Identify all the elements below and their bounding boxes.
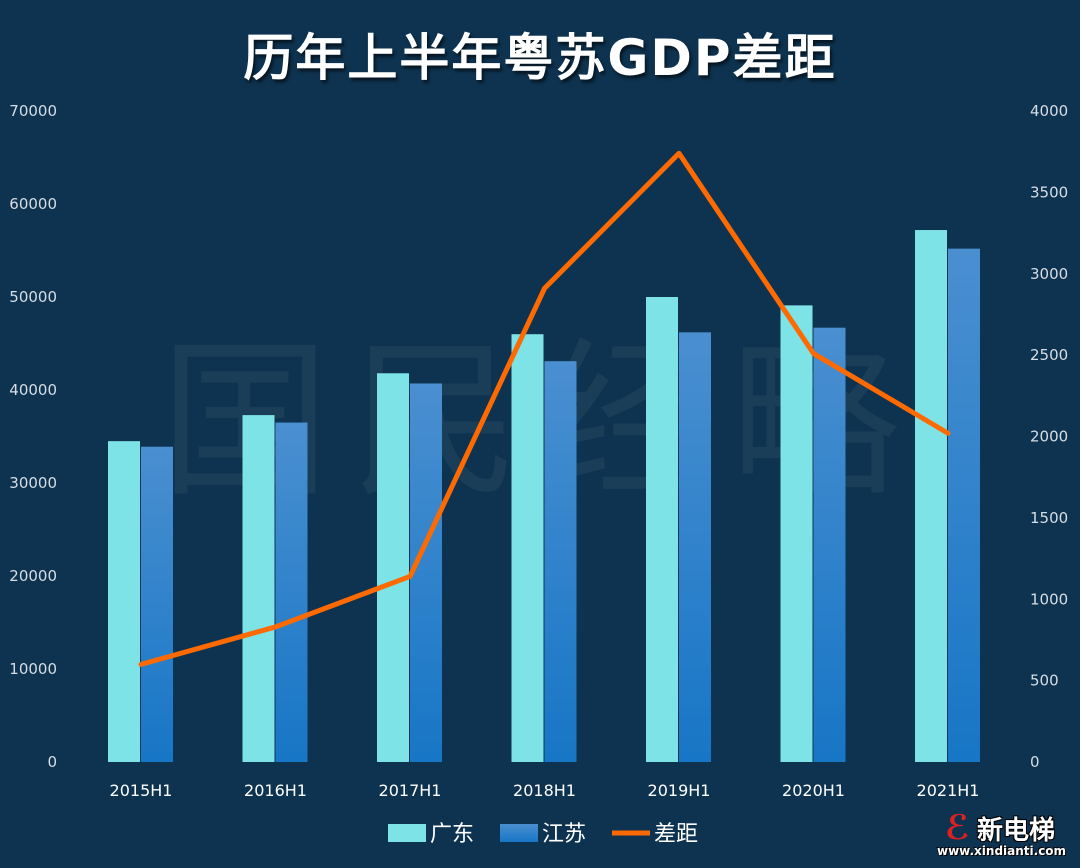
x-tick-label: 2020H1 [782,781,845,800]
x-tick-label: 2018H1 [513,781,576,800]
logo-mark-icon: ℰ [945,808,970,848]
bar-江苏 [813,327,846,762]
y-right-tick-label: 1000 [1030,590,1068,608]
x-tick-label: 2019H1 [648,781,711,800]
bar-江苏 [410,383,442,762]
bar-广东 [511,334,544,762]
bar-广东 [108,441,140,762]
y-right-tick-label: 0 [1030,753,1040,771]
bar-广东 [242,415,275,762]
y-right-tick-label: 500 [1030,672,1059,690]
y-right-tick-label: 2500 [1030,346,1068,364]
bar-广东 [377,373,409,762]
y-right-tick-label: 3000 [1030,265,1068,283]
bar-江苏 [544,361,577,762]
y-right-tick-label: 4000 [1030,102,1068,120]
x-tick-label: 2021H1 [917,781,980,800]
y-left-tick-label: 30000 [9,474,57,492]
y-left-tick-label: 40000 [9,381,57,399]
y-left-tick-label: 50000 [9,288,57,306]
legend-label: 差距 [654,822,698,847]
y-left-tick-label: 0 [47,753,57,771]
logo-name: 新电梯 [977,816,1056,846]
y-left-tick-label: 10000 [9,660,57,678]
logo: ℰ 新电梯 www.xindianti.com [937,804,1072,864]
y-left-tick-label: 70000 [9,102,57,120]
chart-title: 历年上半年粤苏GDP差距 [243,29,837,87]
bar-江苏 [275,422,308,762]
legend-label: 广东 [430,822,474,847]
x-tick-label: 2016H1 [244,781,307,800]
bar-广东 [780,305,813,762]
x-tick-label: 2017H1 [379,781,442,800]
logo-url: www.xindianti.com [937,844,1067,858]
bar-江苏 [948,248,980,762]
bar-江苏 [679,332,711,762]
bar-江苏 [141,446,173,762]
y-left-tick-label: 60000 [9,195,57,213]
legend-swatch-广东 [388,824,426,842]
legend-swatch-江苏 [500,824,538,842]
bar-广东 [915,230,947,763]
x-tick-label: 2015H1 [110,781,173,800]
legend-label: 江苏 [542,822,586,847]
bar-广东 [646,297,678,762]
y-right-tick-label: 2000 [1030,428,1068,446]
y-right-tick-label: 3500 [1030,183,1068,201]
y-left-tick-label: 20000 [9,567,57,585]
y-right-tick-label: 1500 [1030,509,1068,527]
